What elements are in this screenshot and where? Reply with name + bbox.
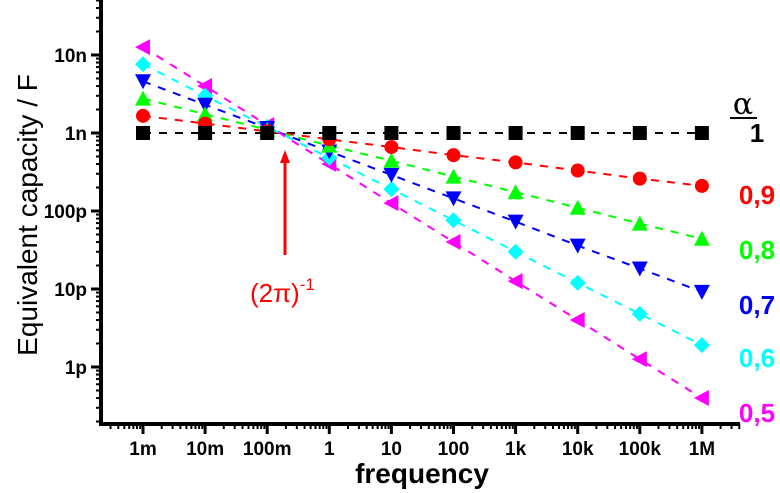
series-markers-0-7 xyxy=(135,74,710,300)
series-markers-1 xyxy=(136,126,709,140)
legend-label: 0,9 xyxy=(739,180,775,210)
x-tick-label: 10k xyxy=(562,439,594,460)
annotation-text: (2π)-1 xyxy=(250,275,315,308)
marker-square xyxy=(198,126,213,140)
marker-triangle-down xyxy=(135,74,151,90)
marker-triangle-left xyxy=(631,351,647,368)
marker-triangle-down xyxy=(383,167,400,183)
x-axis-ticks: 1m 10m 100m 1 10 100 1k 10k 100k 1M xyxy=(109,424,741,460)
series-markers-0-6 xyxy=(135,56,710,354)
marker-diamond xyxy=(135,56,151,73)
marker-square xyxy=(632,126,647,140)
series-markers-0-5 xyxy=(135,39,709,407)
marker-triangle-down xyxy=(445,191,462,207)
marker-diamond xyxy=(569,274,586,291)
marker-circle xyxy=(508,155,523,170)
x-tick-label: 1m xyxy=(129,439,156,460)
marker-diamond xyxy=(631,305,648,322)
marker-triangle-up xyxy=(135,90,151,106)
series-0-6 xyxy=(142,63,703,346)
marker-triangle-down xyxy=(693,284,710,300)
series-line xyxy=(142,80,703,293)
y-tick-label: 10p xyxy=(54,280,87,301)
legend-label: 0,8 xyxy=(739,235,775,265)
series-0-5 xyxy=(142,46,703,399)
series-0-9 xyxy=(142,114,703,187)
marker-square xyxy=(694,126,709,140)
x-tick-label: 100m xyxy=(243,439,292,460)
y-tick-label: 100p xyxy=(44,202,87,223)
marker-square xyxy=(260,126,275,140)
x-tick-label: 10 xyxy=(381,439,402,460)
marker-triangle-up xyxy=(569,199,586,215)
series-markers-0-9 xyxy=(136,108,709,193)
legend-label: 1 xyxy=(750,118,764,148)
marker-triangle-up xyxy=(445,168,462,184)
legend-label: 0,5 xyxy=(739,398,775,428)
marker-square xyxy=(570,126,585,140)
marker-triangle-up xyxy=(197,106,214,122)
marker-triangle-up xyxy=(693,230,710,246)
marker-square xyxy=(322,126,337,140)
series-0-7 xyxy=(142,80,703,293)
marker-square xyxy=(136,126,150,140)
marker-triangle-left xyxy=(135,39,150,56)
marker-triangle-down xyxy=(631,261,648,277)
marker-square xyxy=(446,126,461,140)
x-tick-label: 100k xyxy=(619,439,662,460)
y-tick-label: 1n xyxy=(65,124,87,145)
y-axis-ticks: 10n 1n 100p 10p 1p xyxy=(44,0,101,423)
series-line xyxy=(142,46,703,399)
legend: α 1 0,9 0,8 0,7 0,6 0,5 xyxy=(730,87,775,428)
marker-triangle-left xyxy=(445,234,461,251)
marker-diamond xyxy=(693,337,710,354)
y-axis-title: Equivalent capacity / F xyxy=(12,74,43,356)
legend-label: 0,7 xyxy=(739,290,775,320)
marker-triangle-up xyxy=(507,184,524,200)
series-0-8 xyxy=(142,97,703,240)
annotation-main: (2π) xyxy=(250,278,300,308)
y-tick-label: 1p xyxy=(65,358,87,379)
marker-triangle-left xyxy=(197,78,213,95)
marker-triangle-left xyxy=(383,195,399,212)
marker-triangle-down xyxy=(507,214,524,230)
x-tick-label: 1 xyxy=(324,439,335,460)
annotation-superscript: -1 xyxy=(300,275,315,294)
marker-triangle-left xyxy=(507,273,523,290)
marker-circle xyxy=(570,163,585,178)
marker-circle xyxy=(136,108,150,123)
series-group xyxy=(135,39,710,407)
marker-triangle-down xyxy=(197,97,214,113)
marker-circle xyxy=(384,140,399,155)
x-tick-label: 100 xyxy=(438,439,470,460)
marker-circle xyxy=(446,148,461,163)
marker-diamond xyxy=(507,243,524,260)
x-tick-label: 1M xyxy=(689,439,715,460)
series-markers-0-8 xyxy=(135,90,710,246)
annotation-arrow-head xyxy=(280,150,290,163)
marker-triangle-left xyxy=(569,312,585,329)
annotation: (2π)-1 xyxy=(250,150,315,308)
marker-diamond xyxy=(445,212,462,229)
legend-label: 0,6 xyxy=(739,343,775,373)
marker-triangle-up xyxy=(631,215,648,231)
marker-triangle-left xyxy=(693,390,709,407)
x-tick-label: 1k xyxy=(505,439,527,460)
legend-title: α xyxy=(733,87,753,122)
series-line xyxy=(142,114,703,187)
x-tick-label: 10m xyxy=(186,439,224,460)
marker-triangle-up xyxy=(383,152,400,168)
x-axis-title: frequency xyxy=(355,458,489,489)
marker-triangle-down xyxy=(569,238,586,254)
marker-diamond xyxy=(383,181,400,198)
marker-square xyxy=(384,126,399,140)
series-line xyxy=(142,63,703,346)
marker-circle xyxy=(694,178,709,193)
marker-circle xyxy=(632,171,647,186)
y-tick-label: 10n xyxy=(54,46,87,67)
marker-square xyxy=(508,126,523,140)
series-line xyxy=(142,97,703,240)
